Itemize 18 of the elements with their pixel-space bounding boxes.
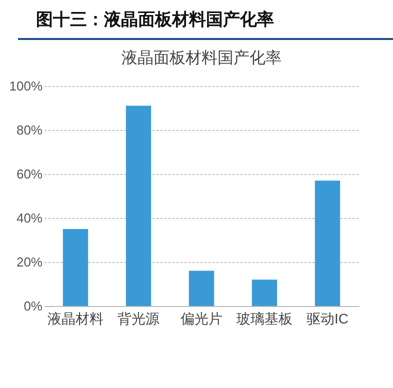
chart-title: 图十三：液晶面板材料国产化率 [35, 9, 275, 30]
bar [126, 106, 152, 306]
bar [314, 180, 340, 306]
y-tick-label: 40% [16, 210, 43, 226]
y-tick-label: 60% [16, 166, 43, 182]
bar [62, 229, 88, 306]
x-tick-label: 背光源 [118, 310, 160, 326]
bar [188, 270, 214, 306]
bar [252, 280, 278, 306]
x-tick-label: 玻璃基板 [236, 310, 292, 326]
y-tick-label: 80% [16, 122, 43, 138]
y-tick-label: 20% [16, 254, 43, 270]
y-tick-label: 0% [24, 298, 43, 314]
x-tick-label: 偏光片 [180, 310, 222, 326]
chart-subtitle: 液晶面板材料国产化率 [122, 49, 282, 67]
x-tick-label: 驱动IC [306, 310, 348, 326]
y-tick-label: 100% [9, 78, 43, 94]
x-tick-label: 液晶材料 [48, 310, 104, 326]
